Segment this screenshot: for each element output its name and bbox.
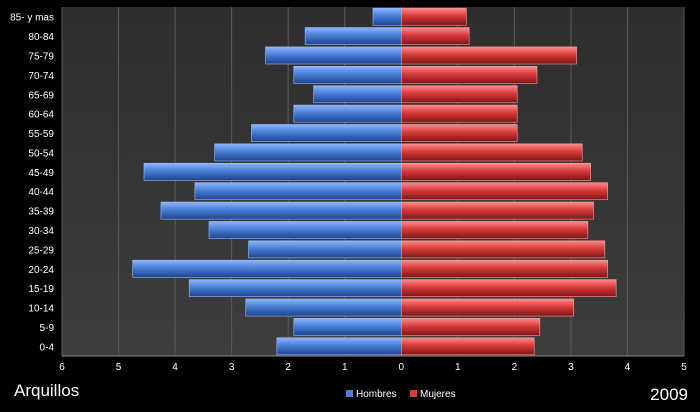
x-tick-label: 4 [172, 362, 178, 373]
bar-mujeres-60-64 [400, 104, 518, 123]
year-label: 2009 [650, 385, 688, 404]
bar-hombres-85- y mas [372, 7, 402, 26]
x-tick-label: 3 [568, 362, 574, 373]
x-tick-label: 0 [398, 362, 404, 373]
bar-mujeres-80-84 [400, 27, 470, 45]
legend-swatch-mujeres [410, 390, 417, 397]
category-label: 65-69 [28, 90, 54, 101]
bar-hombres-20-24 [132, 259, 402, 278]
bar-hombres-45-49 [143, 162, 402, 181]
x-tick-label: 1 [342, 362, 348, 373]
bar-hombres-60-64 [293, 104, 402, 123]
bar-mujeres-10-14 [400, 298, 575, 317]
bar-mujeres-65-69 [400, 85, 518, 104]
bar-hombres-30-34 [208, 221, 402, 239]
bar-hombres-15-19 [188, 279, 402, 297]
bars [132, 7, 617, 356]
x-tick-labels: 6 5 4 3 2 1 0 1 2 3 4 5 [59, 362, 687, 373]
bar-mujeres-5-9 [400, 318, 541, 336]
bar-mujeres-35-39 [400, 201, 594, 220]
x-tick-label: 6 [59, 362, 65, 373]
bar-mujeres-30-34 [400, 221, 589, 239]
bar-mujeres-70-74 [400, 66, 538, 84]
category-label: 5-9 [40, 323, 55, 334]
bar-mujeres-85- y mas [400, 7, 467, 26]
bar-hombres-0-4 [276, 337, 402, 356]
x-tick-label: 3 [229, 362, 235, 373]
grid-lines [61, 7, 685, 357]
category-label: 25-29 [28, 245, 54, 256]
plot-area [62, 7, 684, 356]
bar-hombres-5-9 [293, 318, 402, 336]
bar-mujeres-0-4 [400, 337, 535, 356]
category-label: 85- y mas [10, 13, 54, 24]
category-label: 20-24 [28, 265, 54, 276]
bar-mujeres-55-59 [400, 124, 518, 142]
category-label: 75-79 [28, 51, 54, 62]
category-label: 60-64 [28, 110, 54, 121]
bar-hombres-35-39 [160, 201, 402, 220]
bar-hombres-75-79 [265, 46, 402, 65]
bar-mujeres-50-54 [400, 143, 583, 162]
legend: Hombres Mujeres [346, 389, 456, 400]
legend-swatch-hombres [346, 390, 353, 397]
category-label: 30-34 [28, 226, 54, 237]
category-label: 80-84 [28, 32, 54, 43]
x-tick-label: 4 [625, 362, 631, 373]
category-label: 0-4 [40, 342, 55, 353]
x-tick-label: 5 [116, 362, 122, 373]
bar-hombres-65-69 [313, 85, 402, 104]
place-label: Arquillos [14, 381, 80, 400]
bar-hombres-40-44 [194, 182, 402, 201]
x-tick-label: 2 [512, 362, 518, 373]
bar-mujeres-45-49 [400, 162, 592, 181]
bar-hombres-70-74 [293, 66, 402, 84]
bar-hombres-25-29 [248, 240, 402, 259]
category-label: 70-74 [28, 71, 54, 82]
bar-mujeres-25-29 [400, 240, 606, 259]
legend-label-mujeres: Mujeres [420, 389, 456, 400]
bar-mujeres-75-79 [400, 46, 577, 65]
x-tick-label: 5 [681, 362, 687, 373]
category-label: 10-14 [28, 304, 54, 315]
category-label: 40-44 [28, 187, 54, 198]
bar-mujeres-15-19 [400, 279, 617, 297]
category-label: 15-19 [28, 284, 54, 295]
category-label: 50-54 [28, 148, 54, 159]
x-tick-label: 1 [455, 362, 461, 373]
category-labels: 0-4 5-9 10-14 15-19 20-24 25-29 30-34 35-39 40-4… [10, 13, 54, 354]
legend-label-hombres: Hombres [356, 389, 397, 400]
x-tick-label: 2 [285, 362, 291, 373]
bar-hombres-55-59 [251, 124, 402, 142]
bar-hombres-50-54 [214, 143, 402, 162]
category-label: 35-39 [28, 207, 54, 218]
bar-mujeres-40-44 [400, 182, 608, 201]
bar-hombres-10-14 [245, 298, 402, 317]
category-label: 55-59 [28, 129, 54, 140]
bar-mujeres-20-24 [400, 259, 608, 278]
category-label: 45-49 [28, 168, 54, 179]
bar-hombres-80-84 [304, 27, 402, 45]
